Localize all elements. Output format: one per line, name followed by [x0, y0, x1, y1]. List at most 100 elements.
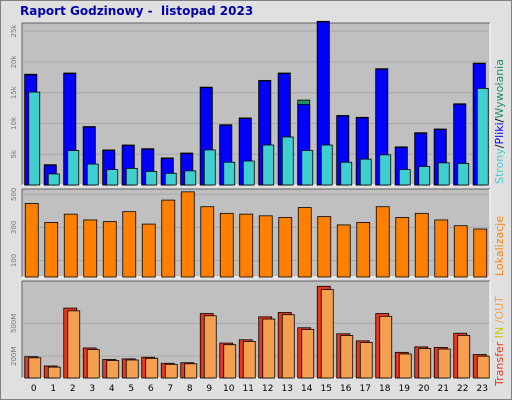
- bar-strony-4: [106, 169, 119, 186]
- bar-transfer_out-17: [359, 342, 373, 379]
- y-tick-label: 100: [10, 254, 18, 267]
- bar-strony-11: [242, 160, 255, 186]
- y-tick-label: 25k: [10, 24, 18, 38]
- bar-strony-7: [164, 172, 177, 186]
- x-tick-label-7: 7: [167, 384, 173, 394]
- x-tick-label-2: 2: [70, 384, 76, 394]
- side-label-part: /: [493, 118, 506, 122]
- bar-transfer_out-10: [223, 344, 237, 379]
- x-tick-label-4: 4: [109, 384, 115, 394]
- bar-strony-13: [281, 136, 294, 186]
- y-tick-label: 200M: [10, 346, 18, 365]
- bar-strony-19: [398, 169, 411, 186]
- bar-strony-14: [301, 150, 314, 186]
- bar-strony-0: [28, 91, 41, 186]
- side-label-part: Transfer: [493, 341, 506, 387]
- bar-strony-15: [320, 144, 333, 186]
- side-label-part: /OUT: [493, 296, 506, 323]
- bar-transfer_out-19: [398, 353, 412, 379]
- bar-lokalizacje-18: [375, 206, 390, 278]
- bar-lokalizacje-19: [395, 217, 410, 278]
- x-tick-label-9: 9: [206, 384, 212, 394]
- x-tick-label-21: 21: [438, 384, 449, 394]
- bar-lokalizacje-13: [278, 217, 293, 278]
- bar-lokalizacje-10: [219, 212, 234, 278]
- panel-background: [22, 281, 490, 378]
- bar-transfer_out-14: [301, 329, 315, 379]
- y-tick-label: 10k: [10, 116, 18, 130]
- bar-lokalizacje-22: [453, 225, 468, 278]
- bar-strony-9: [203, 149, 216, 186]
- x-tick-label-15: 15: [321, 384, 332, 394]
- bar-transfer_out-6: [145, 357, 159, 379]
- bar-strony-8: [184, 170, 197, 186]
- bar-transfer_out-20: [418, 348, 432, 379]
- x-tick-label-8: 8: [187, 384, 193, 394]
- x-tick-label-20: 20: [418, 384, 430, 394]
- x-tick-label-12: 12: [262, 384, 273, 394]
- x-tick-label-14: 14: [301, 384, 313, 394]
- bar-lokalizacje-15: [317, 216, 332, 278]
- x-tick-label-11: 11: [243, 384, 254, 394]
- bar-strony-20: [418, 166, 431, 186]
- panel-background: [22, 189, 490, 277]
- y-tick-label: 15k: [10, 85, 18, 99]
- x-tick-label-10: 10: [223, 384, 235, 394]
- side-label-part: Pliki: [493, 122, 506, 144]
- x-tick-label-0: 0: [31, 384, 37, 394]
- bar-strony-21: [437, 162, 450, 186]
- bar-strony-5: [125, 167, 138, 186]
- bar-lokalizacje-4: [102, 221, 117, 278]
- bar-transfer_out-13: [281, 314, 295, 379]
- bar-transfer_out-11: [242, 341, 256, 379]
- bar-transfer_out-9: [203, 315, 217, 379]
- bar-lokalizacje-3: [83, 219, 98, 278]
- bar-transfer_out-1: [47, 366, 61, 379]
- side-label-part: Lokalizacje: [493, 216, 506, 276]
- x-tick-label-18: 18: [379, 384, 391, 394]
- bar-transfer_out-5: [125, 359, 139, 379]
- bar-transfer_out-4: [106, 360, 120, 379]
- bar-lokalizacje-23: [473, 228, 488, 278]
- bar-transfer_out-16: [340, 335, 354, 379]
- y-tick-label: 500M: [10, 314, 18, 333]
- bar-strony-2: [67, 150, 80, 186]
- bar-lokalizacje-12: [258, 215, 273, 278]
- bar-transfer_out-21: [437, 348, 451, 379]
- y-tick-label: 300: [10, 221, 18, 234]
- bar-lokalizacje-8: [180, 191, 195, 278]
- bar-lokalizacje-14: [297, 207, 312, 278]
- bar-lokalizacje-9: [200, 206, 215, 278]
- bar-strony-6: [145, 171, 158, 186]
- bar-lokalizacje-7: [161, 199, 176, 278]
- bar-strony-23: [476, 87, 489, 186]
- bar-lokalizacje-6: [141, 223, 156, 278]
- bar-transfer_out-23: [476, 355, 490, 379]
- bar-lokalizacje-16: [336, 224, 351, 278]
- bar-lokalizacje-1: [44, 222, 59, 278]
- side-label-part: Wywołania: [493, 59, 506, 119]
- x-tick-label-5: 5: [128, 384, 134, 394]
- bar-lokalizacje-17: [356, 222, 371, 278]
- bar-strony-1: [47, 173, 60, 186]
- x-tick-label-13: 13: [282, 384, 293, 394]
- bar-lokalizacje-5: [122, 211, 137, 278]
- bar-lokalizacje-21: [434, 219, 449, 278]
- bar-strony-16: [340, 161, 353, 186]
- x-tick-label-17: 17: [360, 384, 371, 394]
- side-label-lokalizacje: Lokalizacje: [493, 216, 506, 276]
- x-tick-label-1: 1: [50, 384, 56, 394]
- bar-transfer_out-0: [28, 357, 42, 379]
- bar-lokalizacje-20: [414, 212, 429, 278]
- x-tick-label-23: 23: [477, 384, 488, 394]
- side-label-transfer: Transfer IN /OUT: [493, 296, 506, 387]
- bar-strony-22: [457, 163, 470, 186]
- bar-lokalizacje-0: [24, 203, 39, 278]
- bar-strony-3: [86, 163, 99, 186]
- bar-strony-10: [223, 161, 236, 186]
- bar-transfer_out-22: [457, 335, 471, 379]
- panel-lokalizacje: 100 300 500 Lokalizacje: [10, 188, 506, 278]
- x-tick-label-19: 19: [399, 384, 411, 394]
